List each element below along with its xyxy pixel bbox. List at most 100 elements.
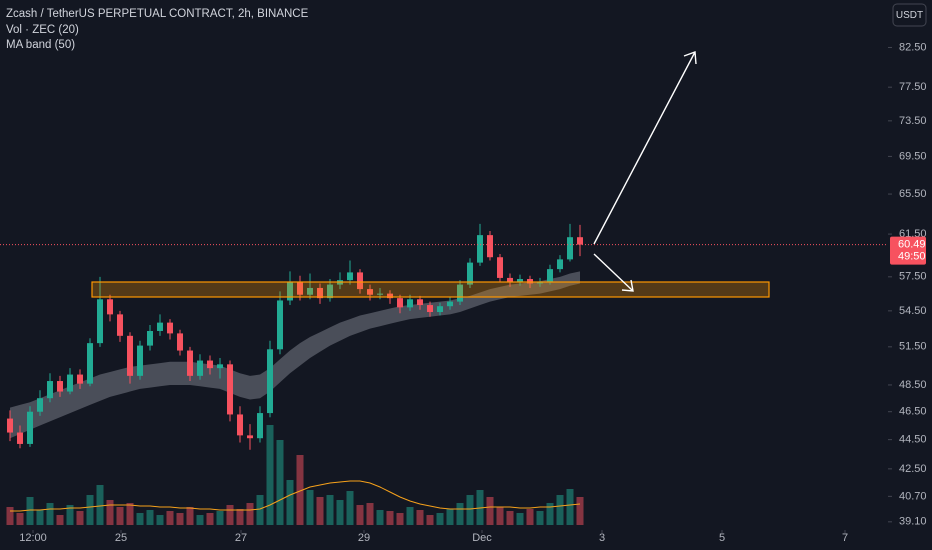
y-tick-label: 39.10 [899,516,927,528]
volume-bar [406,507,414,525]
countdown-label: 49:50 [898,251,926,263]
volume-bar [306,490,314,525]
candle-body [527,279,533,284]
volume-bar [536,511,544,525]
candle-body [467,262,473,285]
volume-bar [96,485,104,525]
volume-bar [156,515,164,525]
candle-body [257,413,263,439]
candle-body [507,277,513,283]
volume-bar [446,509,454,525]
ma-band [10,271,580,439]
volume-bar [466,495,474,525]
volume-ma [10,480,581,512]
y-tick-label: 69.50 [899,150,927,162]
volume-bar [186,507,194,525]
candle-body [327,284,333,299]
volume-bar [46,503,54,525]
y-tick-label: 65.50 [899,188,927,200]
y-tick-label: 48.50 [899,379,927,391]
volume-bar [566,489,574,525]
candle-body [547,269,553,283]
y-tick-label: 40.70 [899,490,927,502]
candle-body [87,343,93,384]
candle-body [317,287,323,299]
support-zone [91,281,770,298]
volume-bar [316,497,324,525]
candle-body [347,272,353,281]
candle-body [217,364,223,369]
chart-title: Zcash / TetherUS PERPETUAL CONTRACT, 2h,… [6,8,309,20]
x-tick-label: 29 [358,532,370,544]
candle-body [487,235,493,258]
candle-body [107,299,113,315]
last-price-label: 60.49 [898,239,926,251]
y-tick-label: 42.50 [899,463,927,475]
candle-body [437,306,443,313]
volume-bar [56,515,64,525]
candle-body [167,322,173,334]
volume-bar [366,503,374,525]
x-tick-label: 25 [115,532,127,544]
y-tick-label: 57.50 [899,271,927,283]
candle-body [517,279,523,283]
x-tick-label: Dec [472,532,492,544]
candle-body [187,350,193,376]
candle-body [407,299,413,308]
volume-bar [226,505,234,525]
currency-label[interactable]: USDT [896,10,923,21]
x-tick-label: 5 [719,532,725,544]
candle-body [147,330,153,346]
candle-body [47,381,53,399]
volume-bar [396,513,404,525]
y-tick-label: 82.50 [899,41,927,53]
candle-body [387,293,393,299]
volume-bar [66,505,74,525]
volume-bar [336,500,344,525]
volume-bar [386,511,394,525]
arrow-up-head [683,51,697,65]
y-tick-label: 46.50 [899,406,927,418]
volume-bar [506,511,514,525]
candle-body [567,237,573,260]
candle-body [137,345,143,376]
x-tick-label: 12:00 [19,532,47,544]
volume-bar [456,503,464,525]
volume-bar [166,511,174,525]
candle-body [277,300,283,350]
candle-body [377,293,383,295]
candle-body [97,299,103,344]
candle-body [67,374,73,392]
y-tick-label: 51.50 [899,341,927,353]
candle-body [577,237,583,245]
x-tick-label: 27 [235,532,247,544]
volume-bar [206,513,214,525]
y-tick-label: 77.50 [899,81,927,93]
volume-bar [486,497,494,525]
y-tick-label: 73.50 [899,115,927,127]
volume-bar [36,510,44,525]
volume-bar [236,509,244,525]
y-tick-label: 44.50 [899,434,927,446]
arrows [593,51,697,292]
candle-body [497,257,503,278]
candle-body [57,381,63,392]
candle-body [357,272,363,290]
volume-bar [246,503,254,525]
indicator-label: MA band (50) [6,39,75,51]
candle-body [197,360,203,376]
candle-body [227,364,233,415]
candle-body [477,235,483,263]
candle-body [367,289,373,295]
currency-button[interactable] [892,3,927,27]
candle-body [117,314,123,336]
volume-bar [576,497,584,525]
candle-body [287,282,293,301]
candle-body [77,374,83,384]
candle-body [207,360,213,369]
candle-body [237,414,243,436]
candle-body [307,287,313,295]
volume-bar [126,503,134,525]
